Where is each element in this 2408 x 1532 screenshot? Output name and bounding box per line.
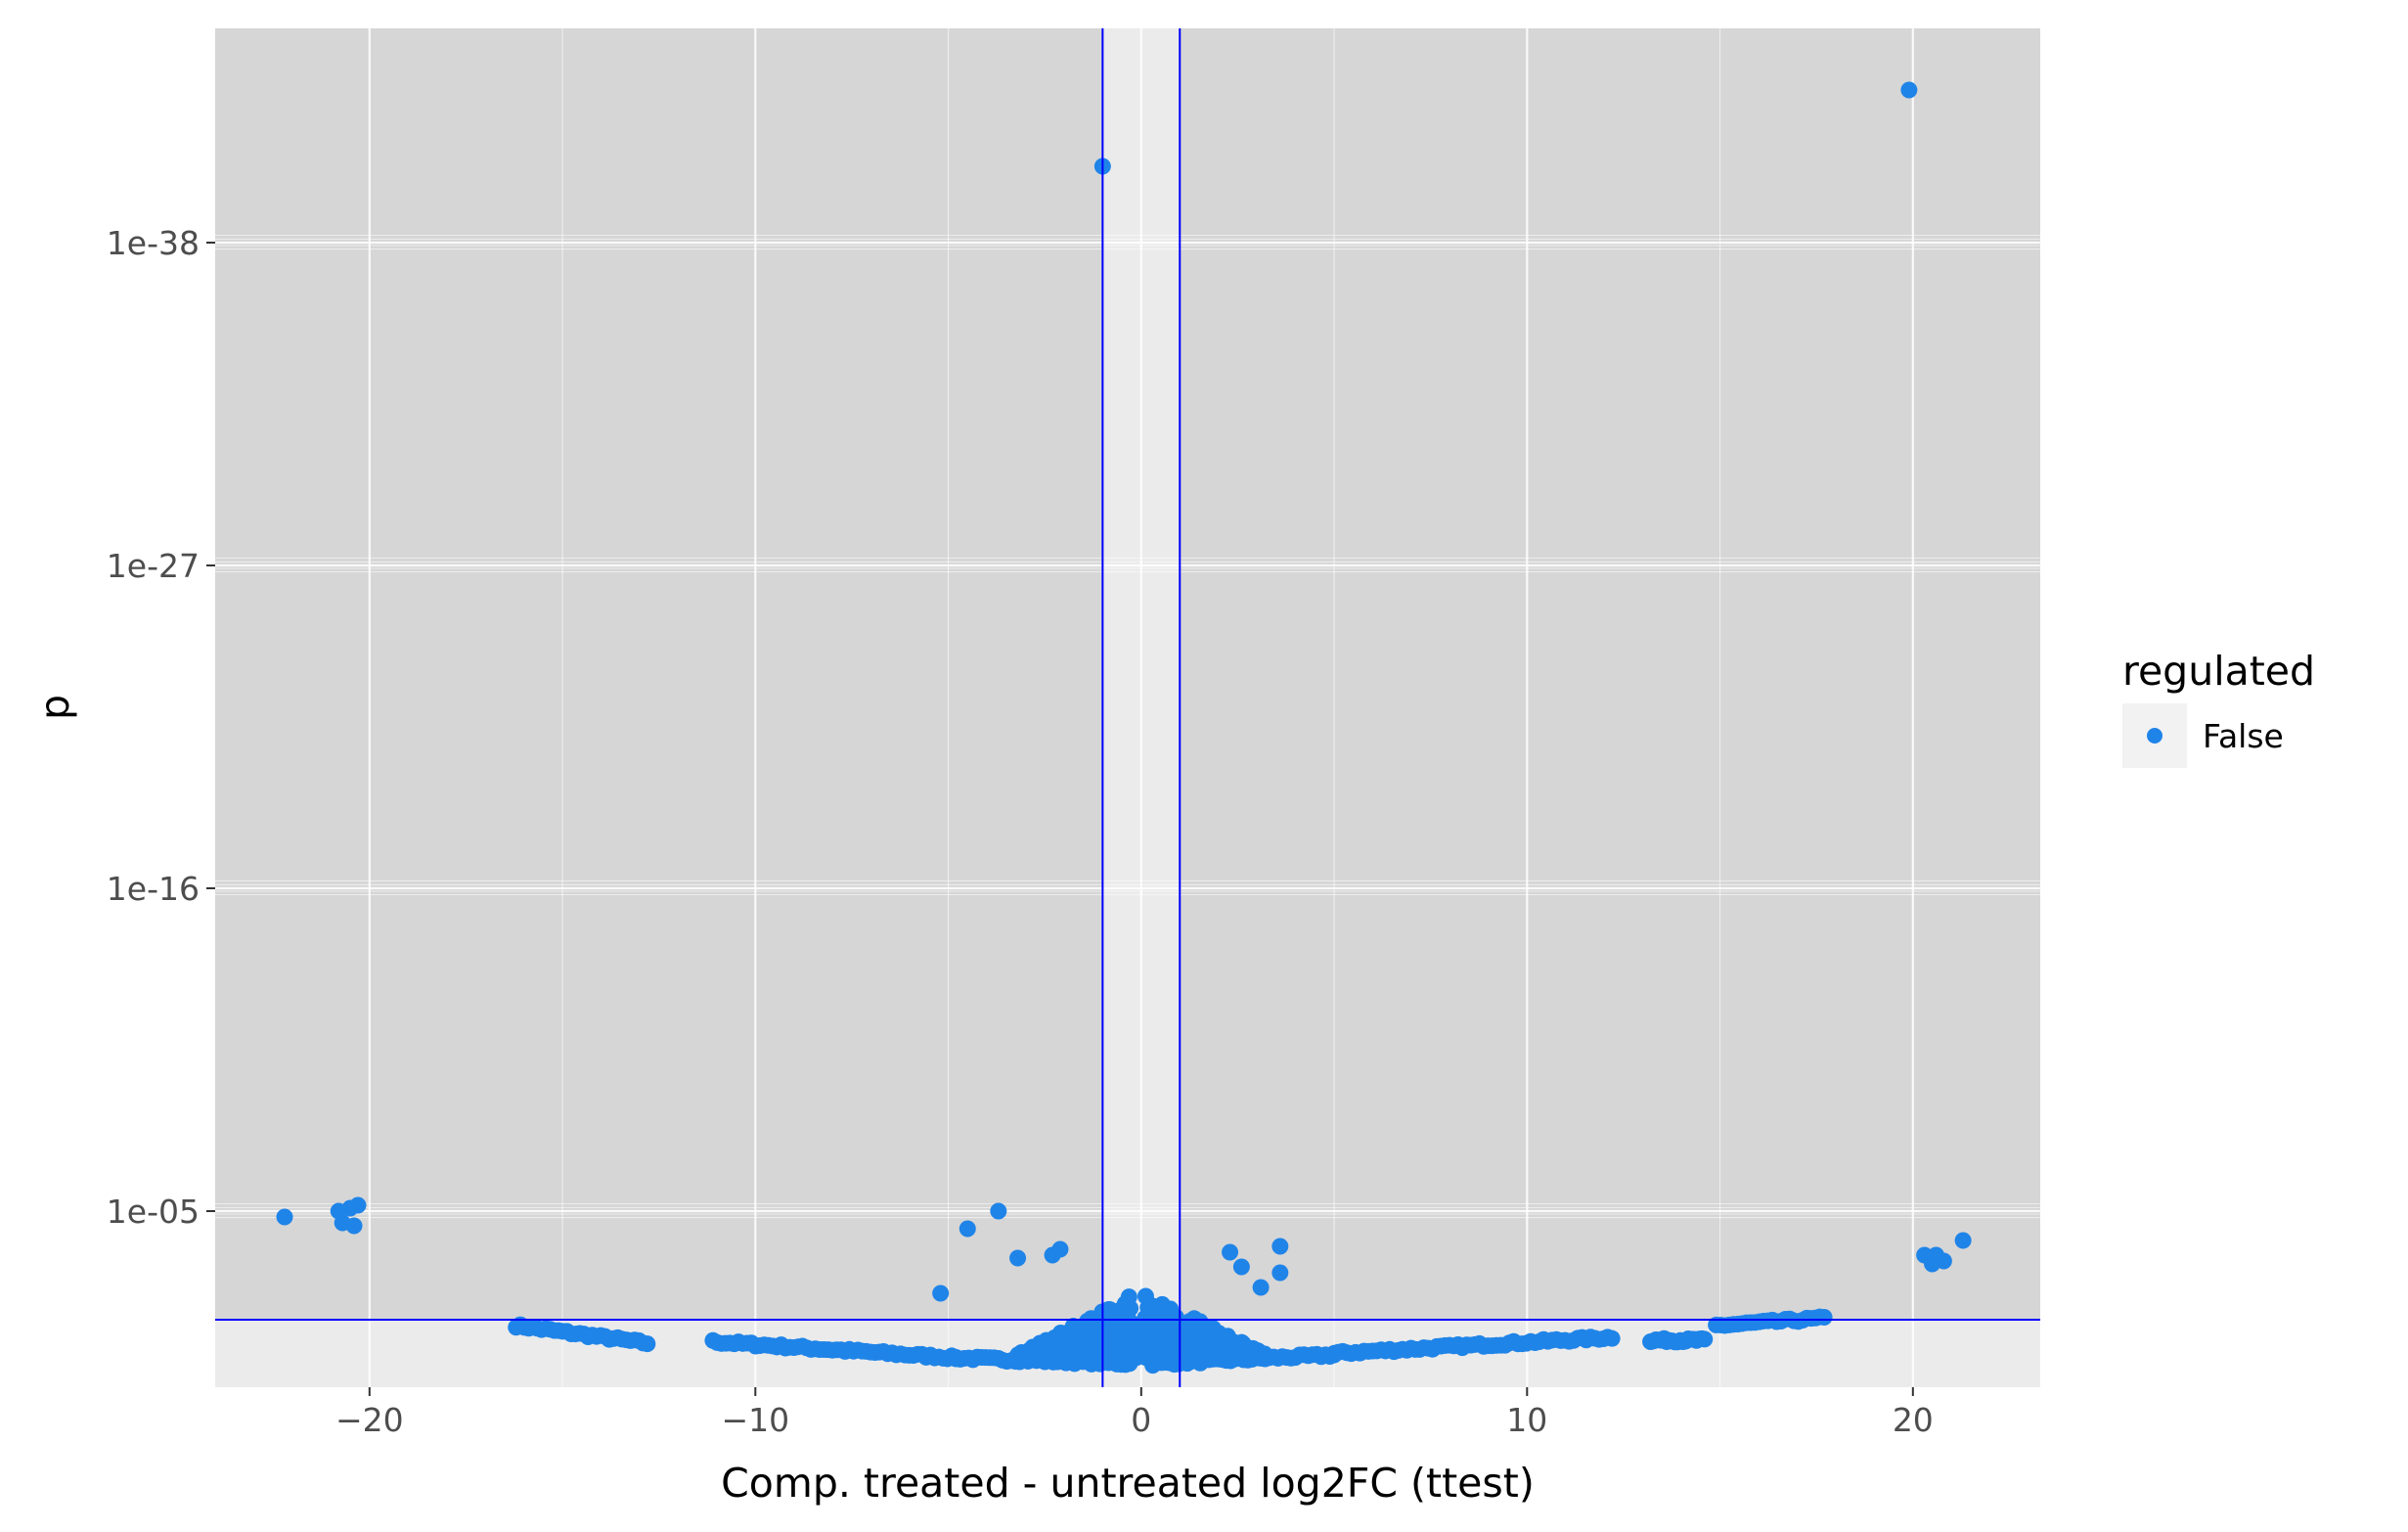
- data-point: [1219, 1329, 1236, 1346]
- data-point: [1139, 1322, 1157, 1339]
- data-point: [1120, 1349, 1137, 1367]
- data-point: [1815, 1308, 1833, 1326]
- legend: regulated False: [2122, 648, 2315, 768]
- data-point: [1242, 1349, 1260, 1367]
- x-axis-ticks: −20 −10 0 10 20: [335, 1387, 1934, 1439]
- data-point: [1119, 1296, 1137, 1314]
- data-point: [276, 1208, 293, 1226]
- data-point: [1095, 1323, 1113, 1340]
- x-axis-title: Comp. treated - untreated log2FC (ttest): [721, 1460, 1535, 1507]
- panel-shade-right: [1180, 28, 2040, 1320]
- y-tick-label: 1e-05: [107, 1193, 200, 1231]
- data-point: [1227, 1344, 1245, 1362]
- scatter-points: [276, 81, 1972, 1374]
- threshold-lines: [215, 28, 2040, 1387]
- data-point: [959, 1220, 976, 1238]
- x-tick-label: −20: [335, 1401, 404, 1439]
- data-point: [1051, 1240, 1069, 1258]
- y-tick-label: 1e-27: [107, 547, 200, 585]
- y-tick-label: 1e-38: [107, 224, 200, 262]
- data-point: [349, 1196, 367, 1214]
- data-point: [345, 1217, 363, 1235]
- data-point: [1222, 1243, 1239, 1261]
- data-point: [1009, 1249, 1027, 1267]
- data-point: [1954, 1232, 1972, 1249]
- data-point: [1271, 1238, 1289, 1255]
- y-tick-label: 1e-16: [107, 870, 200, 908]
- legend-marker: [2147, 728, 2163, 743]
- data-point: [1271, 1264, 1289, 1282]
- grid-lines: [215, 28, 2040, 1387]
- y-axis-title: p: [31, 695, 78, 720]
- x-tick-label: 20: [1893, 1401, 1934, 1439]
- data-point: [1252, 1279, 1270, 1296]
- data-point: [1696, 1330, 1714, 1348]
- data-point: [1137, 1346, 1155, 1364]
- data-point: [1179, 1318, 1196, 1335]
- data-point: [1055, 1347, 1073, 1365]
- data-point: [1115, 1326, 1133, 1343]
- data-point: [1161, 1312, 1179, 1329]
- legend-label-false: False: [2203, 717, 2284, 755]
- y-axis-ticks: 1e-05 1e-16 1e-27 1e-38: [107, 224, 215, 1231]
- x-tick-label: 0: [1131, 1401, 1151, 1439]
- data-point: [1205, 1342, 1223, 1360]
- data-point: [1900, 81, 1918, 99]
- data-point: [1164, 1343, 1182, 1361]
- data-point: [1093, 1343, 1110, 1361]
- legend-title: regulated: [2122, 648, 2315, 695]
- x-tick-label: −10: [721, 1401, 789, 1439]
- data-point: [1137, 1287, 1154, 1305]
- data-point: [932, 1284, 950, 1302]
- data-point: [1232, 1258, 1250, 1276]
- data-point: [1195, 1322, 1213, 1339]
- plot-panel: [215, 28, 2040, 1387]
- x-tick-label: 10: [1506, 1401, 1547, 1439]
- data-point: [1935, 1252, 1952, 1270]
- data-point: [1019, 1349, 1037, 1367]
- panel-shade-left: [215, 28, 1103, 1320]
- data-point: [639, 1335, 656, 1353]
- data-point: [1603, 1329, 1621, 1347]
- data-point: [990, 1202, 1007, 1220]
